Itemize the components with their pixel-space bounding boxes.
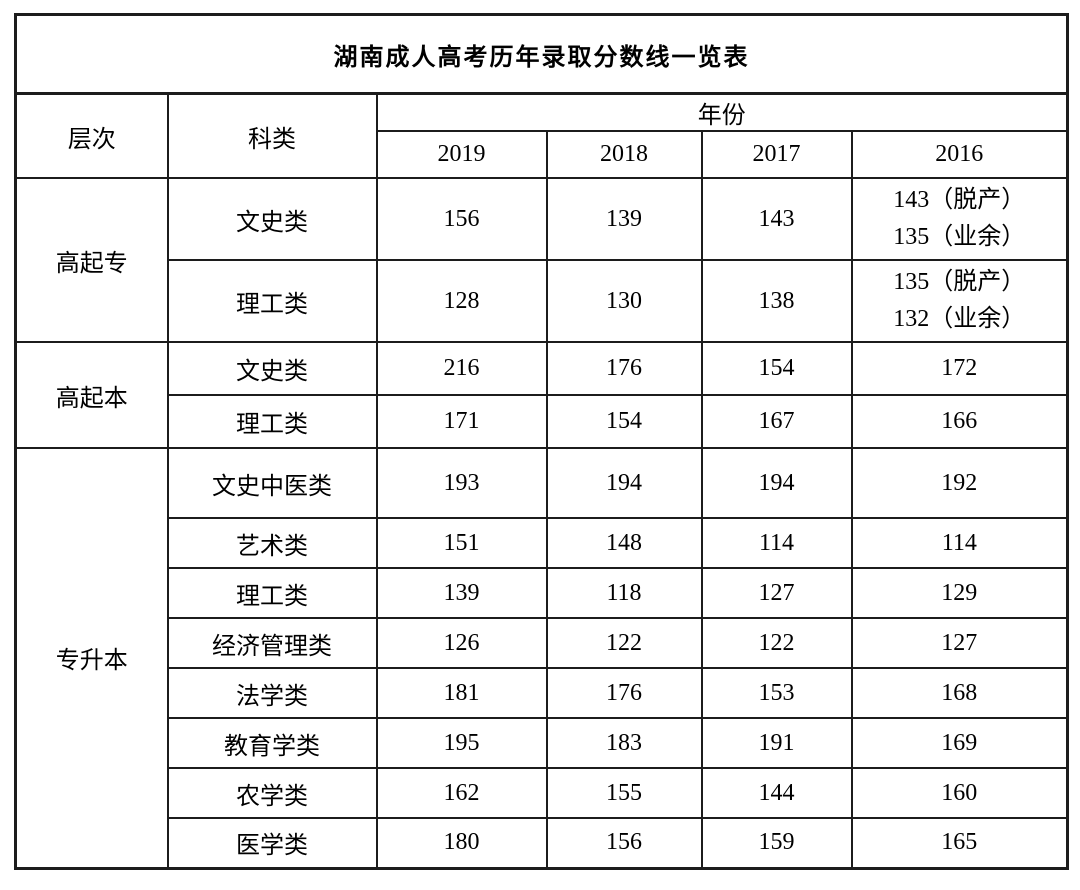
category-cell: 教育学类 <box>166 717 378 769</box>
score-cell: 166 <box>850 394 1069 449</box>
title-row: 湖南成人高考历年录取分数线一览表 <box>14 13 1069 95</box>
table-row: 理工类 139 118 127 129 <box>16 567 1069 619</box>
score-cell: 155 <box>545 767 703 819</box>
table-row: 经济管理类 126 122 122 127 <box>16 617 1069 669</box>
category-cell: 理工类 <box>166 259 378 343</box>
score-cell: 195 <box>375 717 548 769</box>
level-cell-gaoqizhuan: 高起专 <box>14 177 169 343</box>
header-year-2017: 2017 <box>700 130 853 179</box>
table-row: 高起专 文史类 156 139 143 143（脱产） 135（业余） <box>14 177 1069 343</box>
score-cell: 171 <box>375 394 548 449</box>
score-cell: 122 <box>545 617 703 669</box>
table-row: 理工类 128 130 138 135（脱产） 132（业余） <box>16 259 1069 343</box>
header-year-group: 年份 <box>375 92 1069 132</box>
category-cell: 理工类 <box>166 567 378 619</box>
score-cell: 165 <box>850 817 1069 869</box>
score-line: 143（脱产） <box>893 186 1026 213</box>
score-cell: 172 <box>850 341 1069 396</box>
score-cell: 156 <box>375 177 548 261</box>
score-cell: 192 <box>850 447 1069 519</box>
score-cell: 122 <box>700 617 853 669</box>
category-cell: 艺术类 <box>166 517 378 569</box>
score-cell: 160 <box>850 767 1069 819</box>
score-cell: 194 <box>700 447 853 519</box>
table-row: 专升本 文史中医类 193 194 194 192 <box>14 447 1069 869</box>
score-line: 132（业余） <box>893 306 1026 332</box>
header-level: 层次 <box>14 92 169 179</box>
category-cell: 法学类 <box>166 667 378 719</box>
score-cell: 148 <box>545 517 703 569</box>
header-year-2019: 2019 <box>375 130 548 179</box>
table-row: 高起本 文史类 216 176 154 172 <box>14 341 1069 449</box>
score-cell: 154 <box>700 341 853 396</box>
category-cell: 农学类 <box>166 767 378 819</box>
score-multiline-block: 143（脱产） 135（业余） <box>893 182 1025 256</box>
score-cell: 153 <box>700 667 853 719</box>
score-cell: 180 <box>375 817 548 869</box>
category-cell: 医学类 <box>166 817 378 869</box>
score-cell: 176 <box>545 341 703 396</box>
score-cell-multiline: 143（脱产） 135（业余） <box>850 177 1069 261</box>
score-line: 135（业余） <box>893 224 1026 250</box>
score-cell: 139 <box>545 177 703 261</box>
score-cell: 191 <box>700 717 853 769</box>
score-table: 湖南成人高考历年录取分数线一览表 层次 科类 年份 2019 2018 2017… <box>14 13 1070 870</box>
header-category: 科类 <box>166 92 378 179</box>
header-row-years: 2019 2018 2017 2016 <box>16 130 1069 179</box>
score-cell: 154 <box>545 394 703 449</box>
score-cell: 128 <box>375 259 548 343</box>
category-cell: 文史中医类 <box>166 447 378 519</box>
table-row: 理工类 171 154 167 166 <box>16 394 1069 449</box>
score-cell: 130 <box>545 259 703 343</box>
table-row: 法学类 181 176 153 168 <box>16 667 1069 719</box>
category-cell: 理工类 <box>166 394 378 449</box>
score-cell: 169 <box>850 717 1069 769</box>
level-cell-gaoqiben: 高起本 <box>14 341 169 449</box>
score-cell: 167 <box>700 394 853 449</box>
score-cell: 162 <box>375 767 548 819</box>
score-cell: 183 <box>545 717 703 769</box>
table-row: 医学类 180 156 159 165 <box>16 817 1069 869</box>
header-year-2018: 2018 <box>545 130 703 179</box>
score-cell: 181 <box>375 667 548 719</box>
table-row: 农学类 162 155 144 160 <box>16 767 1069 819</box>
score-cell: 151 <box>375 517 548 569</box>
category-cell: 文史类 <box>166 177 378 261</box>
category-cell: 经济管理类 <box>166 617 378 669</box>
table-row: 教育学类 195 183 191 169 <box>16 717 1069 769</box>
category-cell: 文史类 <box>166 341 378 396</box>
score-cell: 176 <box>545 667 703 719</box>
page-title: 湖南成人高考历年录取分数线一览表 <box>14 13 1069 95</box>
score-table-container: 湖南成人高考历年录取分数线一览表 层次 科类 年份 2019 2018 2017… <box>14 13 1070 870</box>
score-cell: 143 <box>700 177 853 261</box>
level-cell-zhuanshengben: 专升本 <box>14 447 169 869</box>
score-cell: 129 <box>850 567 1069 619</box>
score-cell: 114 <box>700 517 853 569</box>
score-multiline-block: 135（脱产） 132（业余） <box>893 264 1025 338</box>
header-row-year-group: 层次 科类 年份 <box>14 92 1069 179</box>
score-cell: 127 <box>700 567 853 619</box>
score-cell: 159 <box>700 817 853 869</box>
table-row: 艺术类 151 148 114 114 <box>16 517 1069 569</box>
score-cell: 156 <box>545 817 703 869</box>
score-cell: 139 <box>375 567 548 619</box>
score-cell: 138 <box>700 259 853 343</box>
score-cell: 118 <box>545 567 703 619</box>
score-cell: 127 <box>850 617 1069 669</box>
score-cell: 114 <box>850 517 1069 569</box>
score-cell-multiline: 135（脱产） 132（业余） <box>850 259 1069 343</box>
header-year-2016: 2016 <box>850 130 1069 179</box>
score-cell: 126 <box>375 617 548 669</box>
score-cell: 216 <box>375 341 548 396</box>
score-cell: 194 <box>545 447 703 519</box>
score-cell: 144 <box>700 767 853 819</box>
score-line: 135（脱产） <box>893 268 1026 295</box>
score-cell: 193 <box>375 447 548 519</box>
score-cell: 168 <box>850 667 1069 719</box>
